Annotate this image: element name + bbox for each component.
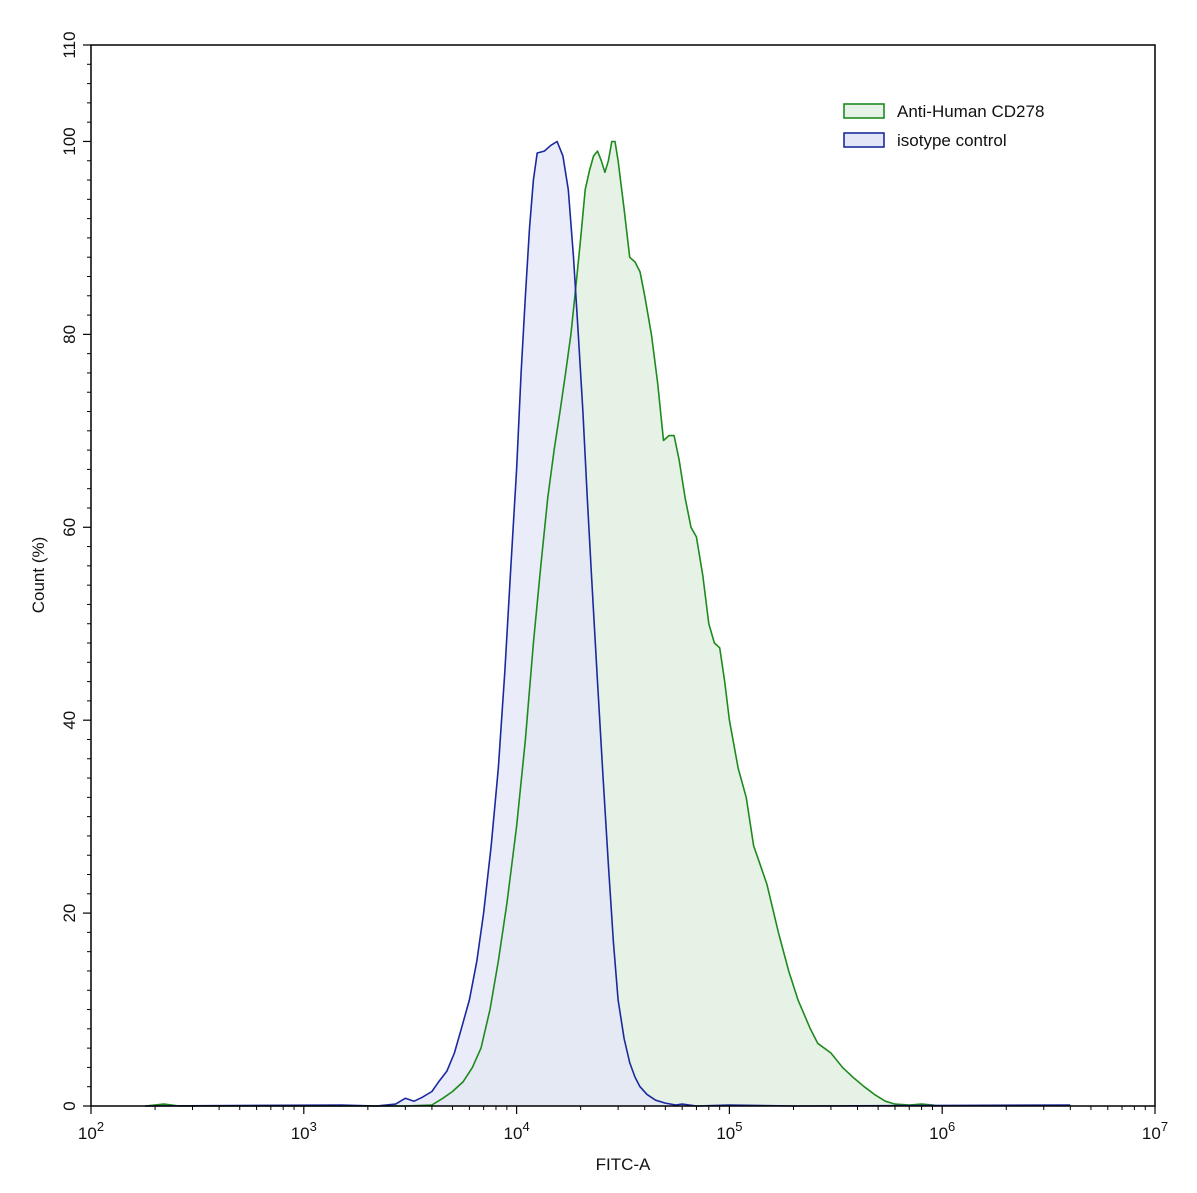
y-axis-title: Count (%) — [29, 537, 48, 614]
y-tick-label: 80 — [60, 325, 79, 344]
y-tick-label: 60 — [60, 518, 79, 537]
y-tick-label: 110 — [60, 31, 79, 58]
x-tick-label: 106 — [929, 1119, 955, 1143]
x-tick-label: 103 — [291, 1119, 317, 1143]
x-tick-label: 107 — [1142, 1119, 1168, 1143]
axes-layer: 102 103 104 105 106 107 0 20 40 60 80 100 110 — [60, 31, 1168, 1143]
series-line-0 — [145, 140, 938, 1107]
series-line-1 — [145, 140, 1071, 1107]
legend-swatch — [843, 132, 885, 148]
plot-frame — [90, 44, 1156, 1107]
x-tick-label: 104 — [504, 1119, 530, 1143]
y-tick-label: 20 — [60, 904, 79, 923]
x-tick-label: 102 — [78, 1119, 104, 1143]
legend-label: Anti-Human CD278 — [897, 102, 1044, 121]
x-axis-title: FITC-A — [596, 1155, 651, 1174]
y-tick-label: 100 — [60, 127, 79, 155]
legend-swatch — [843, 103, 885, 119]
series-layer — [145, 140, 1071, 1107]
legend-label: isotype control — [897, 131, 1007, 150]
legend: Anti-Human CD278 isotype control — [843, 102, 1044, 150]
x-tick-label: 105 — [716, 1119, 742, 1143]
series-area-1 — [145, 141, 1071, 1106]
y-tick-label: 0 — [60, 1101, 79, 1110]
y-tick-label: 40 — [60, 711, 79, 730]
